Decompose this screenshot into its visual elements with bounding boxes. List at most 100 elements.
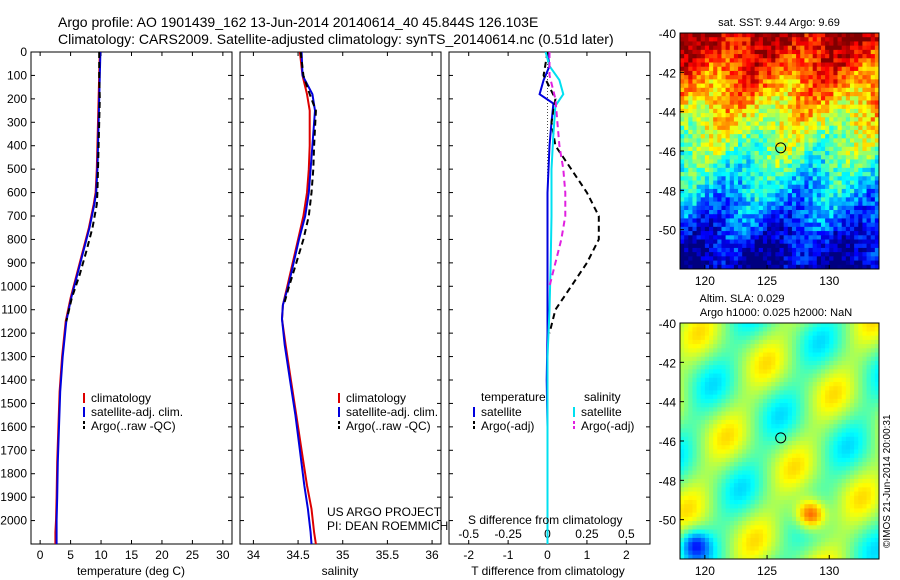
- heatmap-cell: [692, 344, 698, 349]
- heatmap-cell: [862, 411, 868, 417]
- heatmap-cell: [754, 495, 760, 501]
- heatmap-cell: [787, 398, 793, 404]
- heatmap-cell: [796, 113, 801, 118]
- heatmap-cell: [787, 373, 793, 379]
- heatmap-cell: [820, 163, 826, 169]
- heatmap-cell: [680, 205, 685, 211]
- heatmap-cell: [779, 222, 785, 228]
- heatmap-cell: [829, 260, 834, 266]
- heatmap-cell: [779, 45, 785, 51]
- heatmap-cell: [688, 373, 693, 379]
- heatmap-cell: [870, 470, 876, 476]
- heatmap-cell: [696, 352, 702, 358]
- heatmap-cell: [750, 470, 756, 476]
- heatmap-cell: [738, 92, 743, 97]
- heatmap-cell: [849, 142, 855, 148]
- heatmap-cell: [767, 369, 772, 375]
- y-tick-label: -40: [659, 27, 677, 41]
- heatmap-cell: [704, 87, 710, 93]
- heatmap-cell: [862, 45, 868, 51]
- heatmap-cell: [771, 226, 776, 232]
- heatmap-cell: [845, 390, 851, 396]
- heatmap-cell: [816, 121, 822, 127]
- heatmap-cell: [870, 188, 876, 194]
- heatmap-cell: [870, 415, 876, 421]
- heatmap-cell: [696, 478, 702, 484]
- heatmap-cell: [812, 470, 818, 476]
- heatmap-cell: [713, 466, 718, 471]
- heatmap-cell: [771, 457, 776, 463]
- heatmap-cell: [787, 193, 793, 198]
- heatmap-cell: [733, 348, 739, 353]
- heatmap-cell: [738, 419, 743, 425]
- heatmap-cell: [684, 382, 689, 387]
- heatmap-cell: [854, 49, 859, 55]
- heatmap-cell: [849, 62, 855, 68]
- heatmap-cell: [696, 348, 702, 353]
- heatmap-cell: [800, 356, 805, 362]
- heatmap-cell: [771, 474, 776, 480]
- heatmap-cell: [725, 352, 731, 358]
- heatmap-cell: [833, 41, 839, 47]
- heatmap-cell: [729, 58, 735, 63]
- heatmap-cell: [704, 373, 710, 379]
- heatmap-cell: [779, 252, 785, 257]
- heatmap-cell: [837, 37, 843, 42]
- heatmap-cell: [688, 394, 693, 400]
- heatmap-cell: [791, 457, 797, 463]
- heatmap-cell: [783, 386, 789, 391]
- heatmap-cell: [721, 483, 727, 488]
- heatmap-cell: [696, 419, 702, 425]
- heatmap-cell: [812, 331, 818, 337]
- heatmap-cell: [725, 331, 731, 337]
- heatmap-cell: [816, 218, 822, 224]
- heatmap-cell: [841, 457, 847, 463]
- heatmap-cell: [775, 365, 780, 370]
- heatmap-cell: [841, 125, 847, 131]
- temperature-x-ticks: 0 5 10 15 20 25 30: [37, 52, 230, 562]
- heatmap-cell: [845, 167, 851, 173]
- heatmap-cell: [704, 390, 710, 396]
- series-line-argo-raw-qc-: [282, 52, 317, 306]
- heatmap-cell: [709, 117, 714, 122]
- heatmap-cell: [833, 441, 839, 446]
- heatmap-cell: [874, 125, 879, 131]
- heatmap-cell: [680, 79, 685, 85]
- heatmap-cell: [771, 214, 776, 219]
- heatmap-cell: [684, 54, 689, 59]
- heatmap-cell: [750, 113, 756, 118]
- heatmap-cell: [820, 83, 826, 89]
- heatmap-cell: [812, 411, 818, 417]
- heatmap-cell: [775, 167, 780, 173]
- heatmap-cell: [800, 129, 805, 135]
- heatmap-cell: [725, 365, 731, 370]
- heatmap-cell: [804, 348, 810, 353]
- heatmap-cell: [812, 487, 818, 493]
- heatmap-cell: [692, 163, 698, 169]
- heatmap-cell: [829, 478, 834, 484]
- heatmap-cell: [729, 495, 735, 501]
- heatmap-cell: [787, 382, 793, 387]
- heatmap-cell: [787, 167, 793, 173]
- heatmap-cell: [750, 491, 756, 497]
- heatmap-cell: [700, 466, 706, 471]
- heatmap-cell: [754, 66, 760, 72]
- heatmap-cell: [767, 83, 772, 89]
- heatmap-cell: [820, 172, 826, 177]
- heatmap-cell: [808, 210, 814, 215]
- heatmap-cell: [783, 243, 789, 249]
- heatmap-cell: [775, 264, 780, 269]
- heatmap-cell: [874, 83, 879, 89]
- heatmap-cell: [791, 239, 797, 245]
- heatmap-cell: [825, 54, 830, 59]
- heatmap-cell: [866, 252, 872, 257]
- heatmap-cell: [729, 134, 735, 139]
- heatmap-cell: [796, 441, 801, 446]
- heatmap-cell: [866, 403, 872, 408]
- heatmap-cell: [820, 327, 826, 332]
- heatmap-cell: [849, 83, 855, 89]
- heatmap-cell: [845, 79, 851, 85]
- heatmap-cell: [758, 419, 764, 425]
- heatmap-cell: [692, 180, 698, 186]
- heatmap-cell: [833, 201, 839, 207]
